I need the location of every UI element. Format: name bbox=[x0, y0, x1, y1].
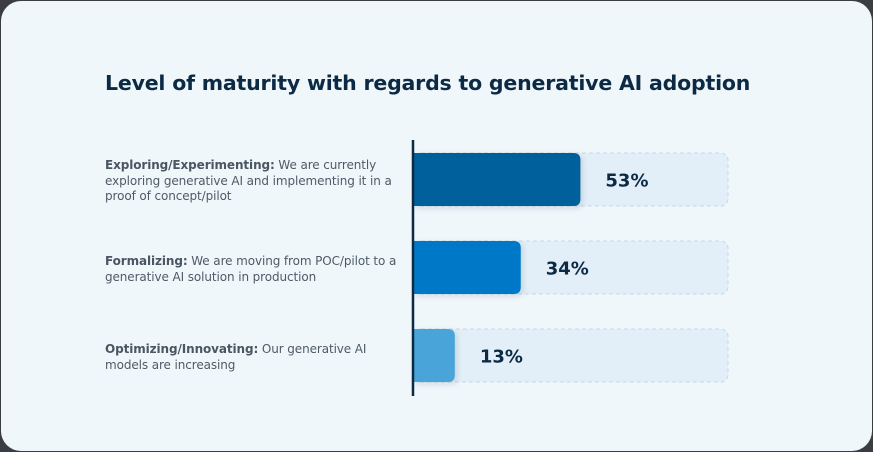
category-label-2: Optimizing/Innovating: Our generative AI… bbox=[105, 342, 405, 373]
category-description: We are currently exploring generative AI… bbox=[105, 158, 392, 203]
data-label: 53% bbox=[605, 171, 648, 192]
category-term: Exploring/Experimenting: bbox=[105, 158, 275, 172]
category-description: We are moving from POC/pilot to a genera… bbox=[105, 254, 397, 284]
data-label: 13% bbox=[480, 347, 523, 368]
category-term: Optimizing/Innovating: bbox=[105, 342, 259, 356]
category-label-0: Exploring/Experimenting: We are currentl… bbox=[105, 158, 405, 205]
category-term: Formalizing: bbox=[105, 254, 188, 268]
bar-track bbox=[413, 328, 729, 383]
bar bbox=[414, 153, 581, 206]
data-label: 34% bbox=[546, 259, 589, 280]
bar bbox=[414, 241, 521, 294]
chart-title: Level of maturity with regards to genera… bbox=[105, 71, 751, 95]
bar bbox=[414, 329, 455, 382]
category-description: Our generative AI models are increasing bbox=[105, 342, 367, 372]
category-label-1: Formalizing: We are moving from POC/pilo… bbox=[105, 254, 405, 285]
